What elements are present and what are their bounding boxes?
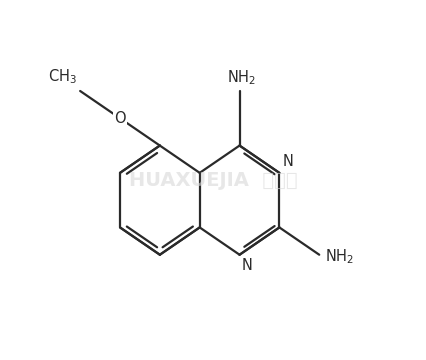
Text: N: N: [282, 154, 292, 169]
Text: NH$_2$: NH$_2$: [226, 69, 255, 87]
Text: CH$_3$: CH$_3$: [47, 67, 76, 86]
Text: N: N: [241, 258, 252, 273]
Text: O: O: [114, 111, 126, 126]
Text: NH$_2$: NH$_2$: [324, 247, 353, 266]
Text: HUAXUEJIA  化学加: HUAXUEJIA 化学加: [129, 171, 297, 189]
